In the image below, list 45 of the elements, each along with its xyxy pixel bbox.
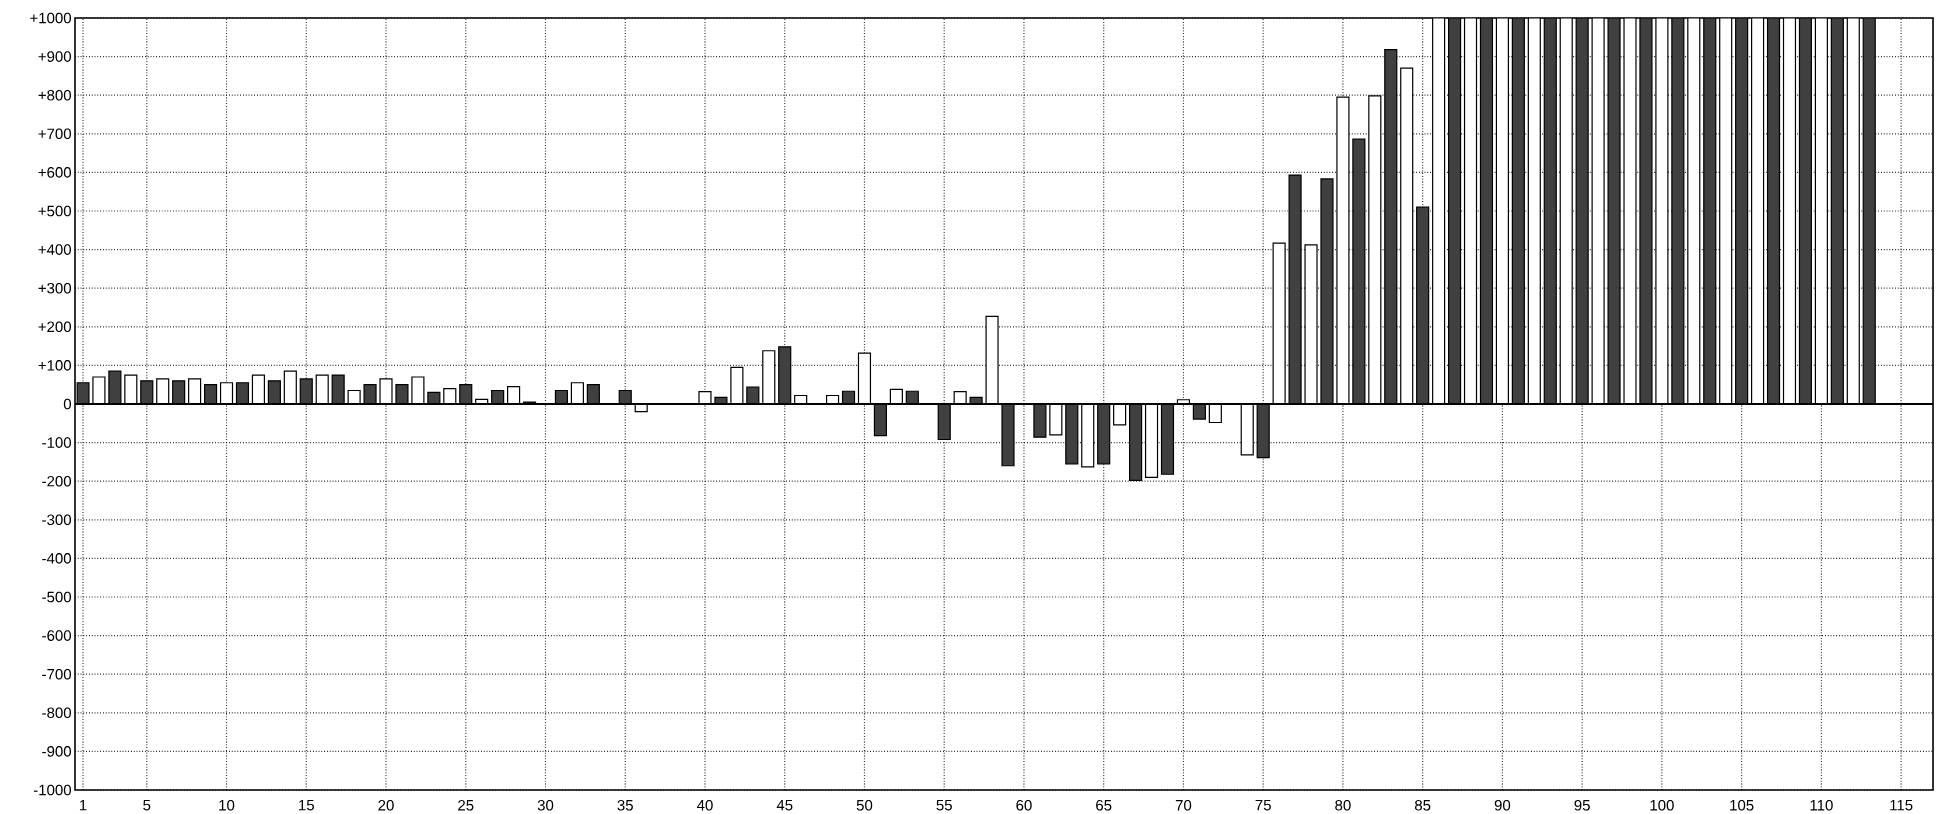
x-tick-label: 65 bbox=[1096, 799, 1112, 811]
x-tick-label: 50 bbox=[856, 799, 873, 811]
y-tick-label: +400 bbox=[38, 244, 72, 255]
y-tick-label: -200 bbox=[42, 475, 72, 487]
y-tick-label: +600 bbox=[38, 167, 72, 178]
x-tick-label: 75 bbox=[1255, 799, 1271, 811]
y-tick-label: +700 bbox=[38, 128, 72, 140]
x-tick-label: 70 bbox=[1175, 799, 1192, 811]
y-tick-label: +100 bbox=[38, 360, 72, 371]
y-tick-label: -900 bbox=[42, 746, 72, 757]
y-tick-label: -400 bbox=[42, 553, 72, 564]
y-tick-label: -500 bbox=[42, 591, 72, 603]
y-tick-label: -800 bbox=[42, 707, 72, 719]
y-tick-label: -300 bbox=[42, 514, 72, 526]
y-tick-label: +900 bbox=[38, 51, 72, 62]
x-tick-label: 15 bbox=[299, 799, 314, 811]
x-tick-label: 60 bbox=[1016, 799, 1032, 811]
x-tick-label: 80 bbox=[1335, 799, 1351, 811]
y-tick-label: +800 bbox=[38, 89, 72, 101]
x-tick-label: 90 bbox=[1494, 799, 1511, 811]
x-tick-label: 105 bbox=[1730, 799, 1754, 811]
x-tick-label: 45 bbox=[776, 799, 793, 811]
x-tick-label: 30 bbox=[537, 799, 554, 811]
y-tick-label: +200 bbox=[38, 321, 72, 333]
y-tick-label: +300 bbox=[38, 282, 72, 294]
y-tick-label: +1000 bbox=[30, 12, 72, 24]
x-tick-label: 115 bbox=[1890, 799, 1913, 811]
y-tick-label: -700 bbox=[42, 668, 72, 680]
y-tick-label: +500 bbox=[38, 205, 72, 217]
x-tick-label: 55 bbox=[936, 799, 952, 811]
x-tick-label: 85 bbox=[1414, 799, 1431, 811]
x-tick-label: 100 bbox=[1650, 799, 1674, 811]
x-tick-label: 35 bbox=[617, 799, 633, 811]
y-tick-label: -1000 bbox=[33, 784, 72, 796]
x-tick-label: 95 bbox=[1574, 799, 1590, 811]
x-tick-label: 10 bbox=[219, 799, 235, 811]
x-tick-label: 40 bbox=[696, 799, 713, 811]
x-tick-label: 25 bbox=[458, 799, 474, 811]
y-tick-label: -600 bbox=[42, 630, 72, 641]
y-tick-label: 0 bbox=[63, 398, 72, 410]
x-tick-label: 5 bbox=[143, 799, 151, 811]
x-tick-label: 1 bbox=[79, 799, 87, 811]
x-tick-label: 110 bbox=[1810, 799, 1833, 811]
x-tick-label: 20 bbox=[378, 799, 394, 811]
y-tick-label: -100 bbox=[42, 437, 72, 448]
